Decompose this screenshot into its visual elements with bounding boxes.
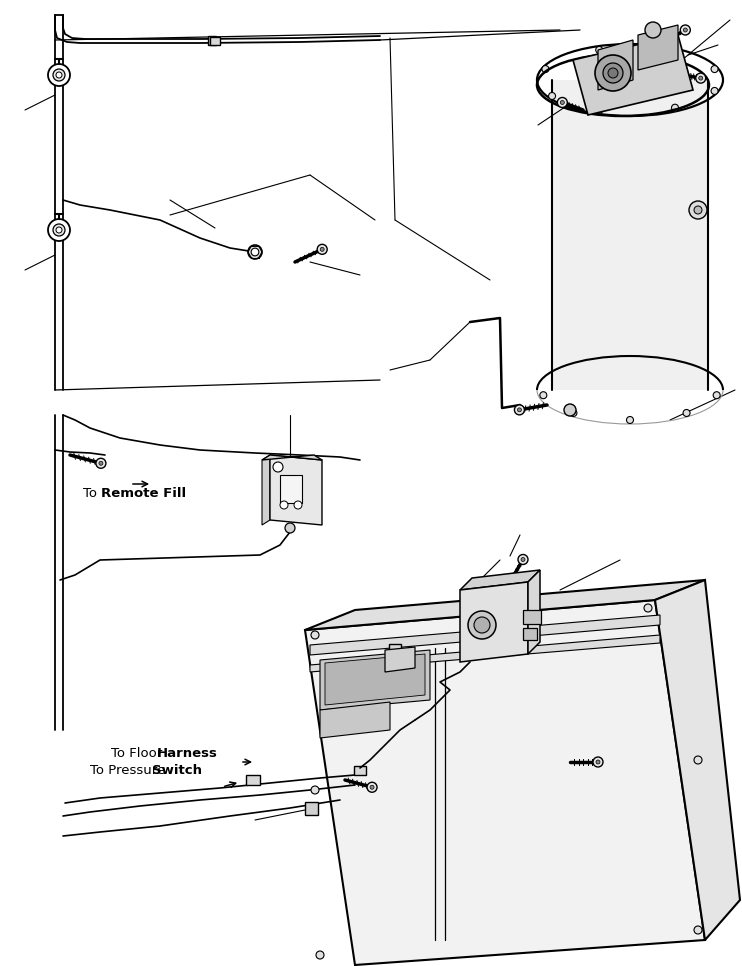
Circle shape <box>672 104 678 111</box>
Circle shape <box>317 244 327 254</box>
Circle shape <box>696 73 706 83</box>
Circle shape <box>683 28 687 32</box>
Circle shape <box>694 926 702 934</box>
Polygon shape <box>598 40 633 90</box>
Circle shape <box>521 557 525 561</box>
Circle shape <box>694 206 702 214</box>
Circle shape <box>273 462 283 472</box>
Bar <box>280 475 302 503</box>
Text: To Pressure: To Pressure <box>90 764 169 777</box>
Circle shape <box>560 100 565 104</box>
Circle shape <box>644 604 652 612</box>
Circle shape <box>603 63 623 83</box>
Circle shape <box>285 523 295 533</box>
Bar <box>523 610 541 624</box>
Polygon shape <box>305 600 705 965</box>
Circle shape <box>251 248 259 256</box>
Polygon shape <box>262 455 322 460</box>
Polygon shape <box>552 80 708 390</box>
Circle shape <box>593 757 603 767</box>
Circle shape <box>608 68 618 78</box>
Text: To Floor: To Floor <box>111 747 166 760</box>
Polygon shape <box>310 635 660 672</box>
Circle shape <box>311 631 319 639</box>
Circle shape <box>711 88 718 95</box>
Circle shape <box>683 410 690 416</box>
Circle shape <box>99 462 103 466</box>
Circle shape <box>672 49 678 56</box>
Circle shape <box>294 501 302 509</box>
Circle shape <box>96 458 106 469</box>
Circle shape <box>370 785 374 789</box>
Circle shape <box>248 245 262 259</box>
Polygon shape <box>460 570 540 590</box>
Polygon shape <box>262 455 270 525</box>
Circle shape <box>564 404 576 416</box>
Circle shape <box>321 247 324 251</box>
Text: To: To <box>83 487 101 500</box>
Text: Remote Fill: Remote Fill <box>101 487 186 500</box>
Circle shape <box>557 98 568 107</box>
Circle shape <box>56 227 62 233</box>
Circle shape <box>645 22 661 38</box>
Circle shape <box>48 219 70 241</box>
Circle shape <box>596 46 603 53</box>
Circle shape <box>596 760 600 764</box>
Polygon shape <box>325 654 425 705</box>
Bar <box>208 36 216 45</box>
Circle shape <box>280 501 288 509</box>
Circle shape <box>367 782 377 792</box>
Polygon shape <box>310 615 660 655</box>
Circle shape <box>518 554 528 564</box>
Bar <box>354 766 366 775</box>
Circle shape <box>711 66 718 72</box>
Polygon shape <box>655 580 740 940</box>
Bar <box>523 628 537 640</box>
Circle shape <box>48 64 70 86</box>
Circle shape <box>468 611 496 639</box>
Polygon shape <box>460 582 528 662</box>
Circle shape <box>713 391 720 399</box>
Text: Switch: Switch <box>152 764 202 777</box>
Polygon shape <box>573 35 693 115</box>
Circle shape <box>699 76 703 80</box>
Circle shape <box>596 106 603 114</box>
Polygon shape <box>320 650 430 710</box>
Circle shape <box>542 66 549 72</box>
Circle shape <box>694 756 702 764</box>
Circle shape <box>53 224 65 236</box>
Circle shape <box>595 55 631 91</box>
Polygon shape <box>320 702 390 738</box>
Polygon shape <box>528 570 540 654</box>
Circle shape <box>316 951 324 959</box>
Circle shape <box>514 405 525 414</box>
Circle shape <box>517 408 522 412</box>
Circle shape <box>680 25 690 35</box>
Polygon shape <box>270 455 322 525</box>
Polygon shape <box>638 25 678 70</box>
Bar <box>305 802 318 815</box>
Text: Harness: Harness <box>157 747 218 760</box>
Circle shape <box>311 786 319 794</box>
Bar <box>246 775 260 785</box>
Circle shape <box>548 93 556 99</box>
Circle shape <box>570 410 577 416</box>
Circle shape <box>474 617 490 633</box>
Circle shape <box>689 201 707 219</box>
Circle shape <box>56 72 62 78</box>
Circle shape <box>540 391 547 399</box>
Polygon shape <box>305 580 705 630</box>
Bar <box>389 644 401 653</box>
Bar <box>210 37 220 45</box>
Polygon shape <box>385 647 415 672</box>
Circle shape <box>626 416 634 423</box>
Circle shape <box>53 69 65 81</box>
